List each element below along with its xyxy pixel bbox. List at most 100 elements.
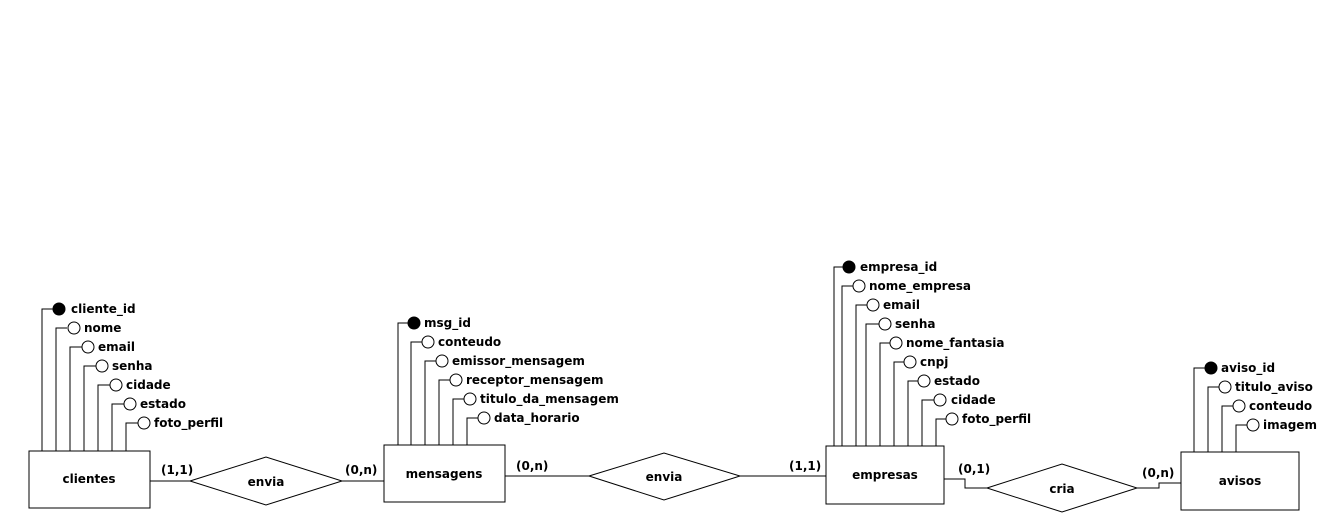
attribute-senha: senha [83,359,152,451]
attribute-aviso-id: aviso_id [1193,361,1275,452]
relationship-envia-1[interactable]: envia [188,456,344,506]
cardinality-label: (0,n) [345,463,377,477]
cardinality-label: (0,n) [1142,466,1174,480]
attribute-icon [866,298,880,312]
entity-name: empresas [852,468,918,482]
attributes-mensagens: msg_id conteudo emissor_mensagem recepto… [397,316,619,445]
relationship-name: envia [646,470,683,484]
attribute-icon [81,340,95,354]
attribute-label: nome_fantasia [906,336,1004,351]
attribute-foto-perfil: foto_perfil [935,412,1031,446]
attribute-nome-empresa: nome_empresa [841,279,971,446]
attributes-empresas: empresa_id nome_empresa email senha nome… [833,260,1031,446]
attribute-email: email [855,298,920,446]
attribute-icon [945,412,959,426]
attribute-label: titulo_da_mensagem [480,392,619,407]
attribute-icon [123,397,137,411]
attribute-label: cliente_id [71,302,136,317]
attribute-senha: senha [865,317,935,446]
attribute-icon [449,373,463,387]
attribute-label: receptor_mensagem [466,373,603,388]
attributes-avisos: aviso_id titulo_aviso conteudo imagem [1193,361,1317,452]
attribute-label: conteudo [1249,399,1312,413]
attribute-icon [903,355,917,369]
relationship-envia-2[interactable]: envia [587,452,742,501]
attribute-label: titulo_aviso [1235,380,1313,395]
attribute-icon [435,354,449,368]
attribute-label: senha [112,359,152,373]
entity-name: mensagens [406,467,483,481]
cardinality-label: (1,1) [161,463,193,477]
attribute-label: cidade [126,378,171,392]
attribute-icon [933,393,947,407]
attribute-label: nome [84,321,121,335]
attribute-icon [95,359,109,373]
key-attribute-icon [52,302,66,316]
entity-name: avisos [1219,474,1262,488]
attribute-label: aviso_id [1221,361,1275,376]
key-attribute-icon [842,260,856,274]
attribute-cnpj: cnpj [893,355,948,446]
attribute-label: msg_id [424,316,471,331]
attribute-imagem: imagem [1235,418,1317,452]
entity-empresas[interactable]: empresas [825,445,945,505]
attributes-clientes: cliente_id nome email senha cidade estad… [41,302,223,451]
cardinality-label: (0,n) [516,459,548,473]
attribute-icon [109,378,123,392]
attribute-label: estado [140,397,186,411]
attribute-estado: estado [907,374,980,446]
attribute-label: cnpj [920,355,948,369]
key-attribute-icon [1204,361,1218,375]
attribute-data-horario: data_horario [466,411,580,445]
attribute-icon [889,336,903,350]
attribute-label: estado [934,374,980,388]
attribute-icon [878,317,892,331]
attribute-label: foto_perfil [962,412,1031,427]
attribute-nome-fantasia: nome_fantasia [879,336,1004,446]
attribute-label: empresa_id [860,260,937,275]
attribute-label: data_horario [494,411,580,426]
entity-name: clientes [62,472,115,486]
attribute-icon [917,374,931,388]
cardinality-label: (0,1) [958,462,990,476]
attribute-cidade: cidade [97,378,171,451]
attribute-label: email [98,340,135,354]
relationship-name: envia [248,475,285,489]
attribute-label: cidade [951,393,996,407]
attribute-cliente-id: cliente_id [41,302,136,451]
attribute-label: conteudo [438,335,501,349]
attribute-titulo-da-mensagem: titulo_da_mensagem [452,392,619,445]
entity-avisos[interactable]: avisos [1180,451,1300,511]
attribute-cidade: cidade [921,393,996,446]
attribute-estado: estado [111,397,186,451]
cardinality-label: (1,1) [789,459,821,473]
attribute-icon [852,279,866,293]
attribute-icon [1218,380,1232,394]
connection-lines [150,475,1181,489]
attribute-empresa-id: empresa_id [833,260,937,446]
attribute-msg-id: msg_id [397,316,471,445]
relationship-cria[interactable]: cria [985,463,1139,513]
attribute-label: foto_perfil [154,416,223,431]
attribute-conteudo: conteudo [410,335,501,445]
attribute-conteudo: conteudo [1221,399,1312,452]
relationship-name: cria [1049,482,1074,496]
attribute-nome: nome [55,321,121,451]
attribute-label: emissor_mensagem [452,354,585,369]
attribute-email: email [69,340,135,451]
entity-mensagens[interactable]: mensagens [383,444,506,503]
attribute-label: imagem [1263,418,1317,432]
attribute-receptor-mensagem: receptor_mensagem [438,373,603,445]
key-attribute-icon [407,316,421,330]
attribute-icon [137,416,151,430]
attribute-icon [477,411,491,425]
attribute-icon [1232,399,1246,413]
attribute-titulo-aviso: titulo_aviso [1207,380,1313,452]
attribute-icon [421,335,435,349]
attribute-label: email [883,298,920,312]
entity-clientes[interactable]: clientes [28,450,151,509]
attribute-icon [67,321,81,335]
attribute-icon [463,392,477,406]
attribute-foto-perfil: foto_perfil [125,416,223,451]
